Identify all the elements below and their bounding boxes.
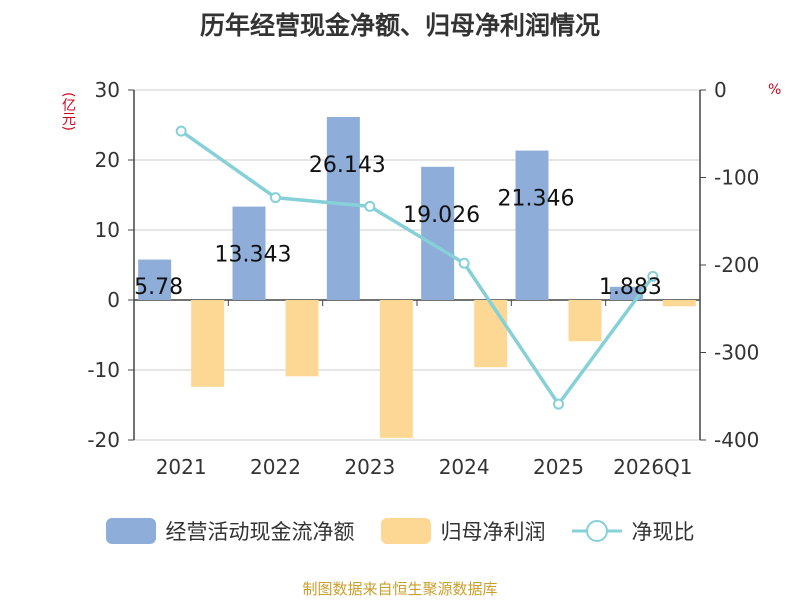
cashflow-data-label: 1.883 (599, 275, 662, 300)
left-tick-label: 10 (95, 218, 120, 242)
cash-ratio-line (180, 129, 655, 408)
right-tick-label: -300 (714, 341, 759, 365)
net-profit-bar (191, 300, 225, 387)
left-tick-label: -10 (87, 358, 120, 382)
cashflow-data-label: 26.143 (309, 153, 386, 178)
cashflow-bar (609, 286, 643, 300)
left-tick-label: -20 (87, 428, 120, 452)
cashflow-bar (421, 166, 455, 300)
right-axis-unit: % (768, 82, 782, 98)
category-label: 2023 (344, 455, 395, 479)
cashflow-data-label: 21.346 (498, 187, 575, 212)
legend-label-cashflow: 经营活动现金流净额 (165, 520, 355, 544)
net-profit-bar (285, 300, 319, 377)
legend-item-cash-ratio[interactable]: 净现比 (571, 516, 695, 546)
legend-label-cash-ratio: 净现比 (631, 520, 695, 544)
cash-ratio-point (458, 257, 470, 269)
left-tick-label: 30 (95, 78, 120, 102)
net-profit-bar (474, 300, 508, 368)
legend-swatch-cashflow (105, 518, 156, 544)
category-label: 2025 (533, 455, 584, 479)
cashflow-data-label: 13.343 (215, 243, 292, 268)
data-source-footer: 制图数据来自恒生聚源数据库 (302, 580, 498, 598)
cash-ratio-point (647, 270, 659, 282)
legend-item-net-profit[interactable]: 归母净利润 (380, 516, 546, 546)
left-tick-label: 20 (95, 148, 120, 172)
net-profit-bar (662, 300, 696, 307)
cashflow-bar (232, 206, 266, 300)
legend-swatch-cash-ratio (571, 520, 622, 542)
cashflow-bar (515, 150, 549, 300)
right-tick-label: 0 (714, 78, 727, 102)
cashflow-data-label: 5.78 (134, 275, 183, 300)
right-tick-label: -200 (714, 253, 759, 277)
left-tick-label: 0 (107, 288, 120, 312)
right-tick-label: -100 (714, 166, 759, 190)
chart-title: 历年经营现金净额、归母净利润情况 (199, 11, 600, 40)
cashflow-bar (138, 259, 172, 300)
category-label: 2026Q1 (613, 455, 692, 479)
right-tick-label: -400 (714, 428, 759, 452)
cash-ratio-point (364, 200, 376, 212)
category-label: 2022 (250, 455, 301, 479)
net-profit-bar (568, 300, 602, 342)
legend-item-cashflow[interactable]: 经营活动现金流净额 (105, 516, 355, 546)
category-label: 2024 (439, 455, 490, 479)
legend-label-net-profit: 归母净利润 (440, 520, 546, 544)
cash-ratio-point (553, 398, 564, 410)
net-profit-bar (379, 300, 413, 438)
cash-ratio-point (175, 125, 187, 137)
cash-ratio-point (270, 192, 281, 204)
cashflow-bar (326, 116, 360, 301)
category-label: 2021 (156, 455, 207, 479)
cashflow-data-label: 19.026 (403, 203, 480, 228)
legend-swatch-net-profit (380, 518, 431, 544)
chart-legend: 经营活动现金流净额 归母净利润 净现比 (0, 516, 800, 546)
left-axis-unit: (亿元) (60, 92, 76, 131)
